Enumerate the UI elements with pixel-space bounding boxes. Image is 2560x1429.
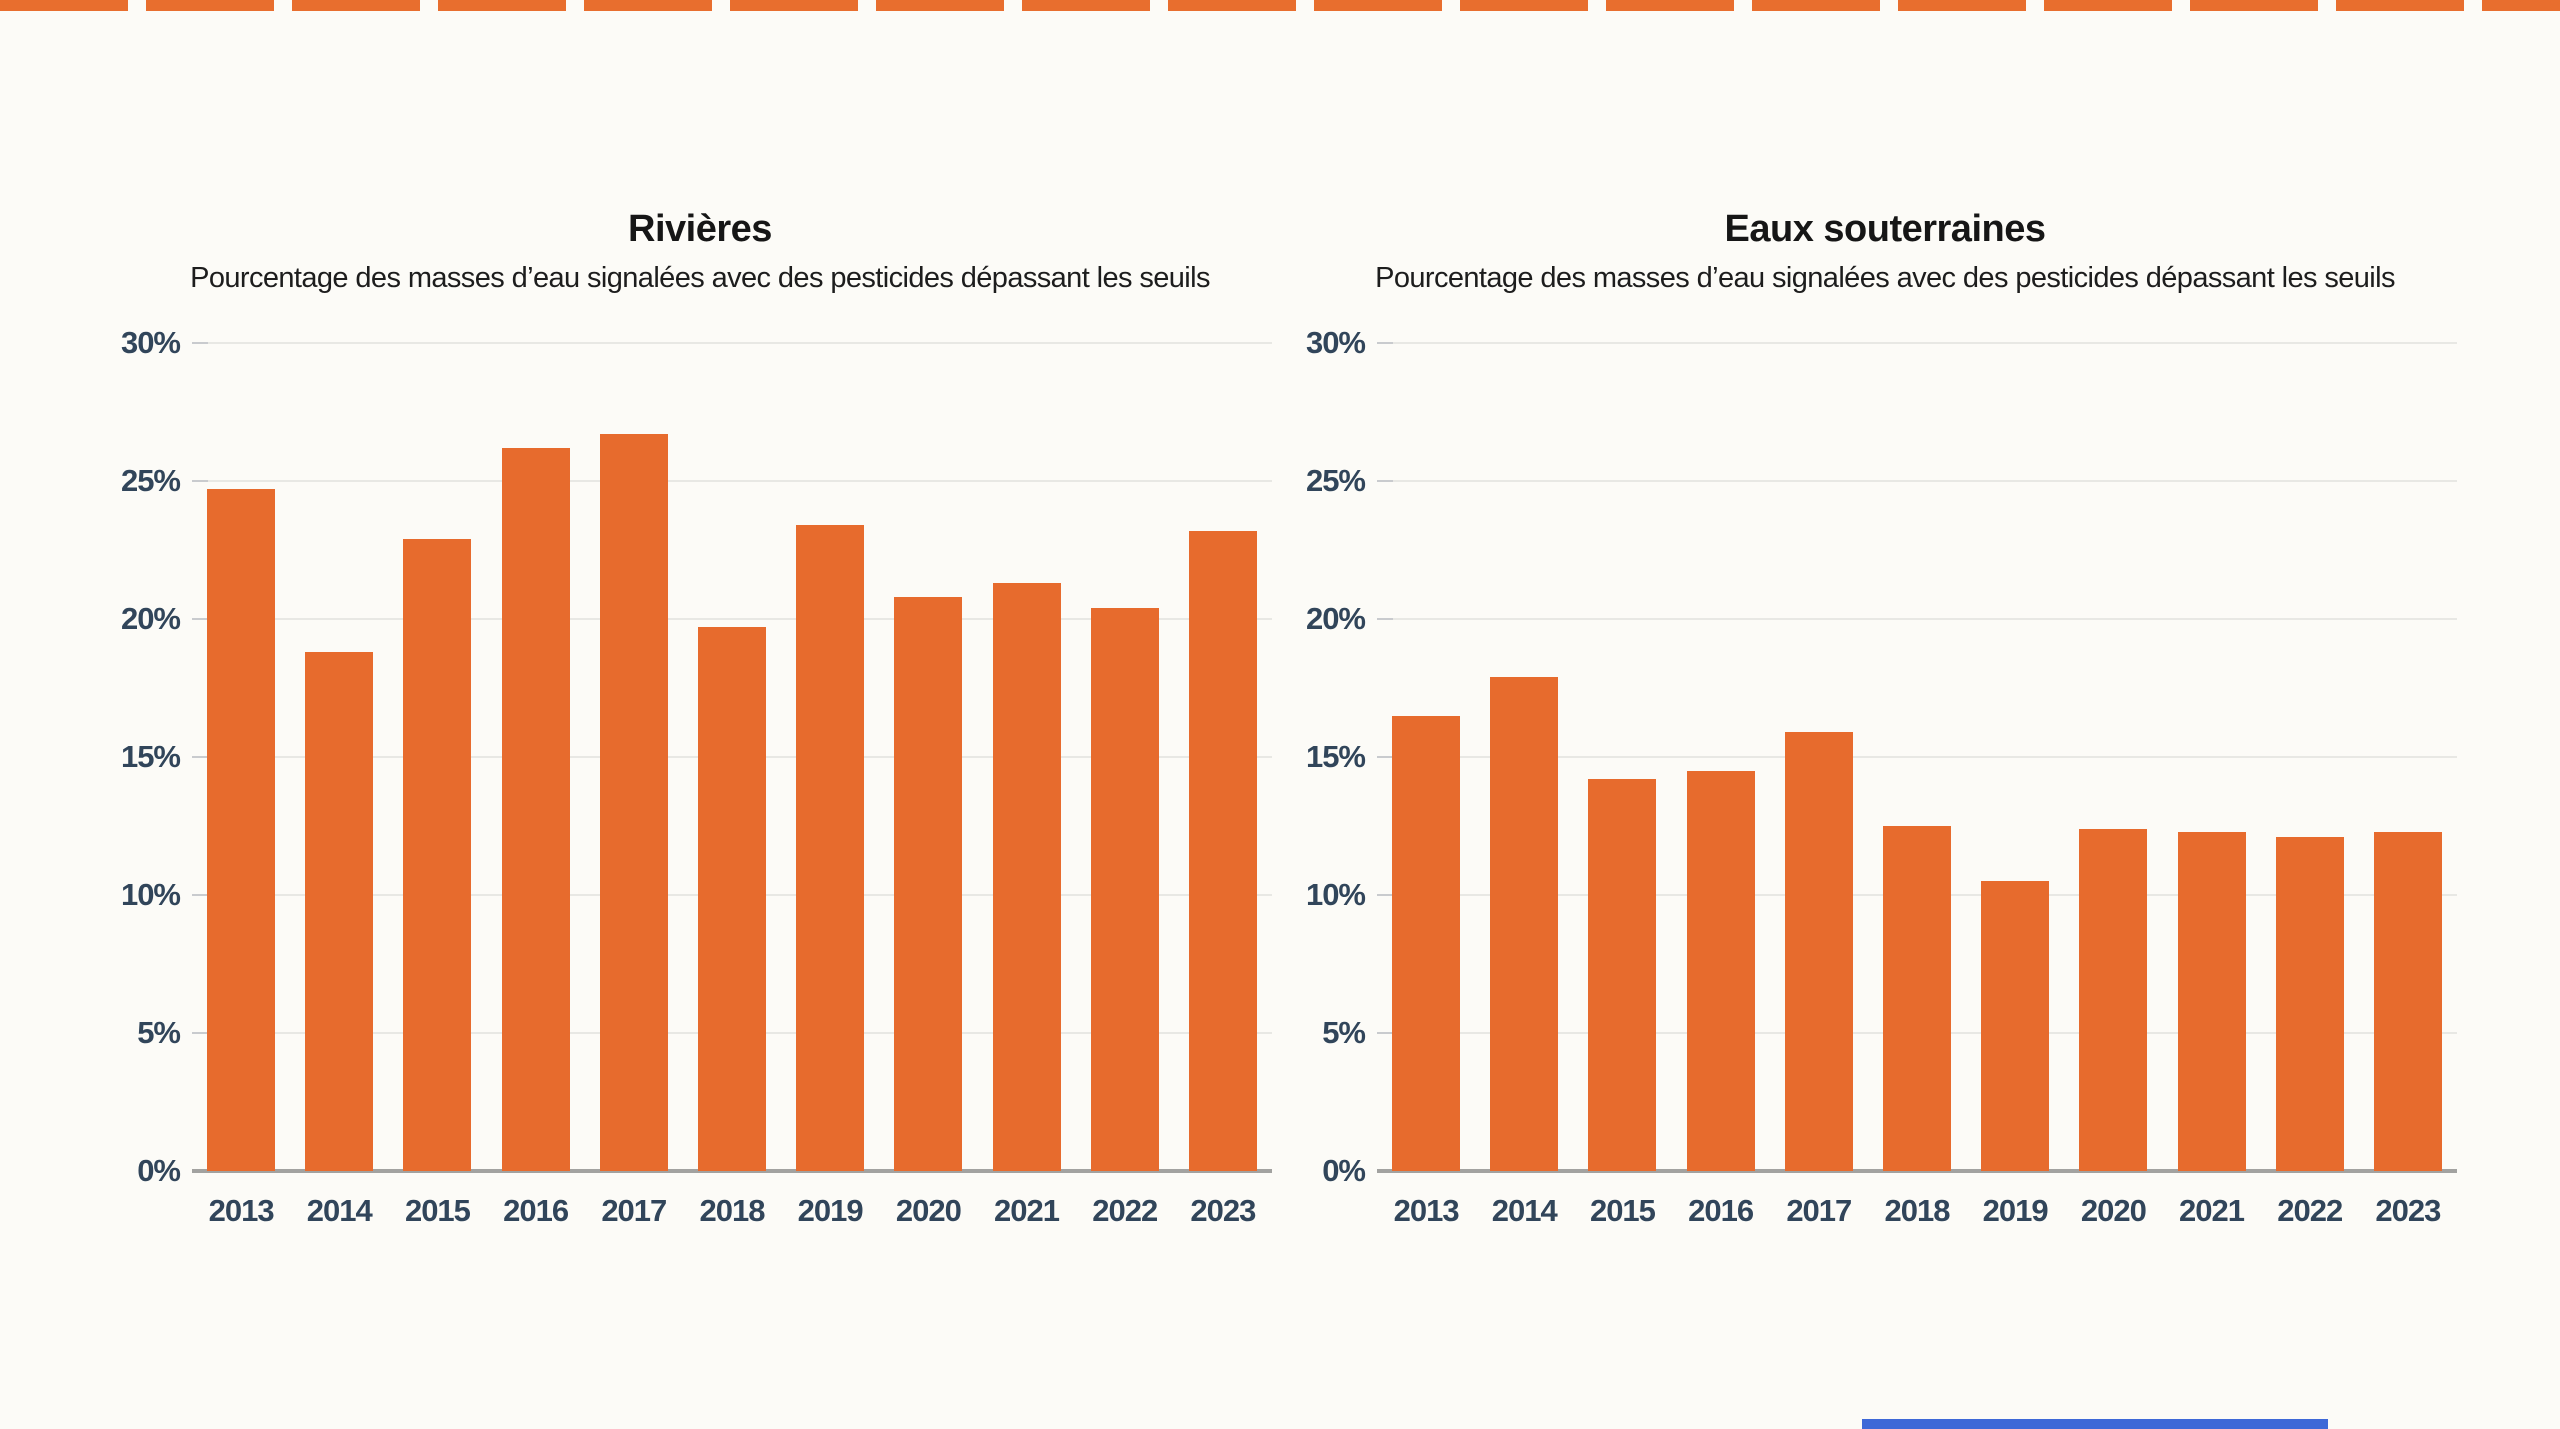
x-axis-label-2014: 2014 bbox=[306, 1193, 373, 1228]
cropped-orange-bars-strip bbox=[0, 0, 2560, 11]
gridline-25-percent bbox=[192, 480, 1272, 482]
bar-2017 bbox=[1784, 732, 1853, 1171]
bar-2022 bbox=[2275, 837, 2344, 1171]
x-axis-label-2013: 2013 bbox=[208, 1193, 275, 1228]
bar-2016 bbox=[1686, 770, 1755, 1171]
axis-tick bbox=[192, 618, 208, 620]
y-axis-label-30: 30% bbox=[120, 325, 181, 360]
gridline-30-percent bbox=[1377, 342, 2457, 344]
bar-2023 bbox=[1188, 530, 1257, 1171]
gridline-20-percent bbox=[192, 618, 1272, 620]
axis-tick bbox=[1377, 1032, 1393, 1034]
x-axis-label-2023: 2023 bbox=[2375, 1193, 2441, 1228]
plot-area: 0% 5% 10% 15% 20% 25% 30% 2013 2014 2015 2016 2017 2… bbox=[121, 326, 1272, 1228]
x-axis-label-2021: 2021 bbox=[994, 1193, 1060, 1228]
bar-2020 bbox=[894, 596, 963, 1171]
y-axis-label-5: 5% bbox=[137, 1015, 181, 1050]
gridline-30-percent bbox=[192, 342, 1272, 344]
cropped-blue-strip bbox=[1862, 1419, 2328, 1429]
bar-2019 bbox=[1981, 881, 2050, 1171]
x-axis-label-2022: 2022 bbox=[2277, 1193, 2343, 1228]
x-axis-label-2018: 2018 bbox=[1884, 1193, 1951, 1228]
bar-2017 bbox=[599, 434, 668, 1171]
x-axis-label-2020: 2020 bbox=[895, 1193, 962, 1228]
axis-tick bbox=[192, 894, 208, 896]
x-axis-label-2022: 2022 bbox=[1092, 1193, 1158, 1228]
gridline-15-percent bbox=[1377, 756, 2457, 758]
axis-tick bbox=[192, 756, 208, 758]
y-axis-label-5: 5% bbox=[1322, 1015, 1366, 1050]
y-axis-label-0: 0% bbox=[137, 1153, 181, 1188]
chart-groundwater: Eaux souterraines Pourcentage des masses… bbox=[1306, 200, 2457, 1260]
bar-2021 bbox=[2177, 831, 2246, 1171]
bar-2022 bbox=[1090, 607, 1159, 1171]
bar-2018 bbox=[1883, 826, 1951, 1171]
y-axis-label-10: 10% bbox=[120, 877, 181, 912]
axis-tick bbox=[1377, 756, 1393, 758]
y-axis-label-20: 20% bbox=[120, 601, 181, 636]
y-axis-label-30: 30% bbox=[1305, 325, 1366, 360]
bar-2015 bbox=[1588, 779, 1657, 1171]
x-axis-label-2013: 2013 bbox=[1393, 1193, 1460, 1228]
x-axis-baseline bbox=[1377, 1169, 2457, 1173]
y-axis-label-0: 0% bbox=[1322, 1153, 1366, 1188]
bar-2013 bbox=[1392, 715, 1461, 1171]
bar-2023 bbox=[2373, 831, 2442, 1171]
axis-tick bbox=[192, 1032, 208, 1034]
x-axis-baseline bbox=[192, 1169, 1272, 1173]
x-axis-label-2019: 2019 bbox=[1982, 1193, 2049, 1228]
x-axis-label-2015: 2015 bbox=[1589, 1193, 1656, 1228]
x-axis-label-2014: 2014 bbox=[1491, 1193, 1558, 1228]
x-axis-label-2016: 2016 bbox=[1688, 1193, 1754, 1228]
bar-2018 bbox=[698, 627, 766, 1171]
x-axis-label-2019: 2019 bbox=[797, 1193, 864, 1228]
y-axis-label-15: 15% bbox=[1305, 739, 1366, 774]
y-axis-label-25: 25% bbox=[120, 463, 181, 498]
axis-tick bbox=[1377, 480, 1393, 482]
x-axis-label-2020: 2020 bbox=[2080, 1193, 2147, 1228]
plot-area: 0% 5% 10% 15% 20% 25% 30% 2013 2014 2015 2016 2017 2… bbox=[1306, 326, 2457, 1228]
y-axis-label-20: 20% bbox=[1305, 601, 1366, 636]
axis-tick bbox=[1377, 618, 1393, 620]
x-axis-label-2017: 2017 bbox=[601, 1193, 667, 1228]
x-axis-label-2016: 2016 bbox=[503, 1193, 569, 1228]
x-axis-label-2021: 2021 bbox=[2179, 1193, 2245, 1228]
bar-2014 bbox=[1490, 676, 1559, 1171]
x-axis-label-2015: 2015 bbox=[404, 1193, 471, 1228]
axis-tick bbox=[1377, 342, 1393, 344]
chart-title: Rivières bbox=[628, 208, 772, 250]
x-axis-label-2018: 2018 bbox=[699, 1193, 766, 1228]
y-axis-label-15: 15% bbox=[120, 739, 181, 774]
y-axis-label-25: 25% bbox=[1305, 463, 1366, 498]
axis-tick bbox=[192, 480, 208, 482]
bar-2013 bbox=[207, 489, 276, 1171]
axis-tick bbox=[1377, 894, 1393, 896]
chart-rivers: Rivières Pourcentage des masses d’eau si… bbox=[121, 200, 1272, 1260]
axis-tick bbox=[192, 342, 208, 344]
y-axis-label-10: 10% bbox=[1305, 877, 1366, 912]
chart-subtitle: Pourcentage des masses d’eau signalées a… bbox=[1375, 262, 2395, 294]
bar-2021 bbox=[992, 583, 1061, 1171]
x-axis-label-2017: 2017 bbox=[1786, 1193, 1852, 1228]
bar-2020 bbox=[2079, 828, 2148, 1171]
x-axis-label-2023: 2023 bbox=[1190, 1193, 1256, 1228]
chart-title: Eaux souterraines bbox=[1724, 208, 2046, 250]
bar-2016 bbox=[501, 447, 570, 1171]
chart-subtitle: Pourcentage des masses d’eau signalées a… bbox=[190, 262, 1210, 294]
bar-2015 bbox=[403, 538, 472, 1171]
gridline-20-percent bbox=[1377, 618, 2457, 620]
gridline-25-percent bbox=[1377, 480, 2457, 482]
bar-2014 bbox=[305, 652, 374, 1171]
bar-2019 bbox=[796, 525, 865, 1171]
